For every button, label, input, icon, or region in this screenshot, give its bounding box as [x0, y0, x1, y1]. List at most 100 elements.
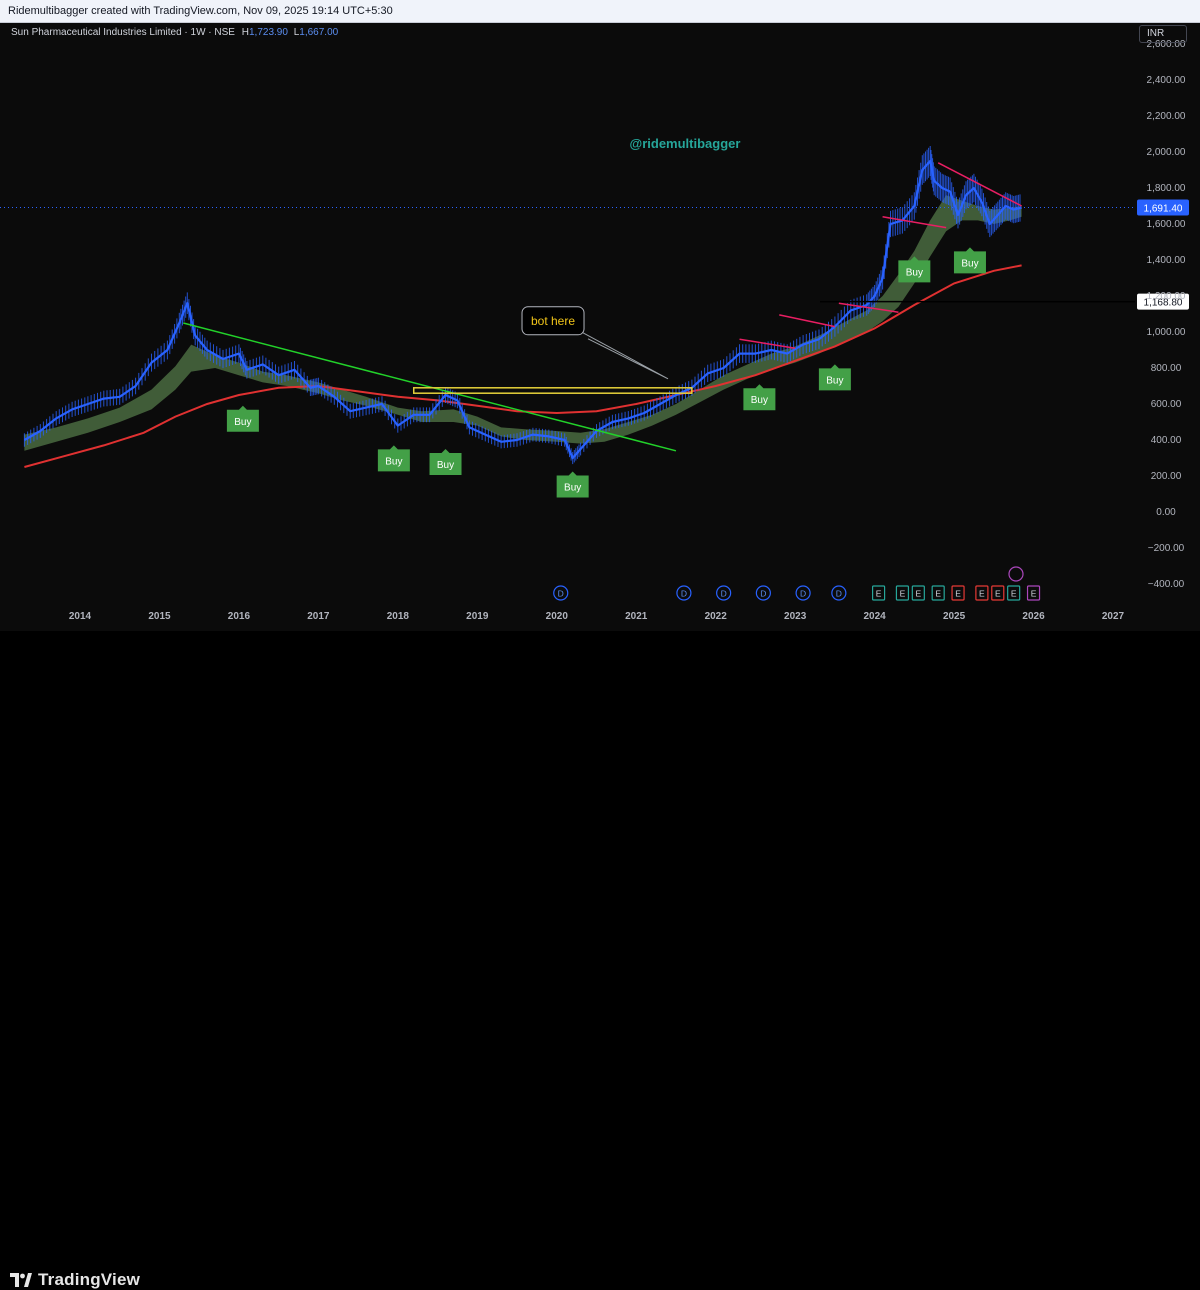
symbol-info: Sun Pharmaceutical Industries Limited · … [11, 27, 338, 38]
event-marker-label: E [955, 589, 961, 599]
buy-badge-label: Buy [385, 456, 402, 467]
attribution-bar: Ridemultibagger created with TradingView… [0, 0, 1200, 23]
trendline-pink-2023a [779, 314, 836, 328]
x-tick-label: 2020 [546, 611, 569, 622]
trendline-pink-2025 [937, 162, 1022, 207]
event-marker-label: D [558, 589, 564, 599]
buy-badge [429, 449, 462, 475]
event-marker-label: E [979, 589, 985, 599]
annotation-layer: bot here [412, 306, 693, 394]
event-marker-label: D [800, 589, 806, 599]
x-tick-label: 2022 [705, 611, 728, 622]
x-tick-label: 2027 [1102, 611, 1125, 622]
dividend-marker [716, 585, 732, 601]
trendline-pink-2023b [838, 302, 899, 313]
dividend-marker [831, 585, 847, 601]
x-tick-label: 2014 [69, 611, 92, 622]
buy-badge-label: Buy [751, 395, 768, 406]
event-marker-label: D [721, 589, 727, 599]
y-tick-label: 1,200.00 [1147, 291, 1186, 302]
buy-badge-label: Buy [906, 267, 923, 278]
y-tick-label: 2,200.00 [1147, 111, 1186, 122]
tradingview-logo[interactable]: TradingView [10, 1270, 140, 1289]
earnings-marker [951, 585, 965, 601]
y-tick-label: 2,400.00 [1147, 75, 1186, 86]
earnings-marker [1007, 585, 1021, 601]
moving-average-line [24, 264, 1022, 468]
buy-badge-label: Buy [961, 258, 978, 269]
dividend-marker [755, 585, 771, 601]
y-tick-label: 1,600.00 [1147, 219, 1186, 230]
callout-box [521, 306, 585, 336]
x-tick-label: 2026 [1022, 611, 1045, 622]
footer: TradingView [0, 631, 1200, 1289]
buy-badge-label: Buy [234, 417, 251, 428]
event-marker-label: E [900, 589, 906, 599]
y-axis: 2,600.00 2,400.00 2,200.00 2,000.00 1,800.00… [1147, 39, 1186, 590]
current-price-tag [1137, 199, 1189, 216]
earnings-marker [975, 585, 989, 601]
high-label: H [241, 27, 249, 38]
y-tick-label: 1,400.00 [1147, 255, 1186, 266]
support-level-tag [1137, 293, 1189, 310]
buy-badge [898, 256, 931, 283]
x-tick-label: 2018 [387, 611, 410, 622]
earnings-marker [871, 585, 886, 601]
event-marker-label: E [915, 589, 921, 599]
chart-area[interactable]: 1,168.80 1,691.40 bot here Buy Buy Buy Buy Bu… [0, 23, 1200, 631]
dividend-marker [553, 585, 569, 601]
y-tick-label: 800.00 [1151, 363, 1182, 374]
y-tick-label: −400.00 [1148, 579, 1185, 590]
earnings-marker [991, 585, 1005, 601]
event-marker-label: E [1011, 589, 1017, 599]
lightning-icon [1008, 566, 1024, 582]
low-value: 1,667.00 [299, 27, 339, 38]
trendline-pink-2022 [739, 338, 796, 349]
support-level-label: 1,168.80 [1144, 298, 1183, 309]
earnings-marker [1026, 585, 1041, 601]
buy-badge [818, 364, 851, 391]
event-marker-label: E [876, 589, 882, 599]
tradingview-logo-icon [10, 1273, 32, 1287]
buy-badge [377, 445, 410, 472]
x-tick-label: 2015 [148, 611, 171, 622]
x-tick-label: 2023 [784, 611, 807, 622]
y-tick-label: 2,000.00 [1147, 147, 1186, 158]
dividend-marker [795, 585, 811, 601]
x-axis: 2014 2015 2016 2017 2018 2019 2020 2021 2022 2023… [69, 611, 1125, 622]
y-tick-label: 2,600.00 [1147, 39, 1186, 50]
x-tick-label: 2021 [625, 611, 648, 622]
earnings-marker [911, 585, 925, 601]
earnings-marker [895, 585, 910, 601]
x-tick-label: 2024 [863, 611, 886, 622]
buy-badge [556, 471, 589, 498]
buy-badge-label: Buy [437, 460, 454, 471]
event-marker-label: E [935, 589, 941, 599]
trendline-green-downtrend [183, 322, 677, 452]
buy-badge [226, 405, 259, 432]
buy-badge [743, 384, 776, 411]
event-marker-label: D [760, 589, 766, 599]
highlight-box [412, 387, 693, 394]
high-value: 1,723.90 [249, 27, 288, 38]
x-tick-label: 2019 [466, 611, 489, 622]
y-tick-label: −200.00 [1148, 543, 1185, 554]
buy-badge-label: Buy [826, 375, 843, 386]
x-tick-label: 2025 [943, 611, 966, 622]
dividend-marker [676, 585, 692, 601]
y-tick-label: 600.00 [1151, 399, 1182, 410]
current-price-label: 1,691.40 [1144, 204, 1183, 215]
event-marker-label: E [995, 589, 1001, 599]
x-tick-label: 2016 [228, 611, 251, 622]
y-tick-label: 1,800.00 [1147, 183, 1186, 194]
y-tick-label: 0.00 [1156, 507, 1176, 518]
event-marker-label: D [681, 589, 687, 599]
currency-selector[interactable]: INR [1139, 25, 1187, 43]
trendline-layer [183, 162, 1022, 452]
moving-average-layer [24, 264, 1022, 468]
trendline-pink-2024 [882, 216, 947, 229]
buy-badge-label: Buy [564, 483, 581, 494]
low-label: L [293, 27, 300, 38]
buy-signal-layer: Buy Buy Buy Buy Buy Buy Buy Buy [226, 247, 986, 498]
